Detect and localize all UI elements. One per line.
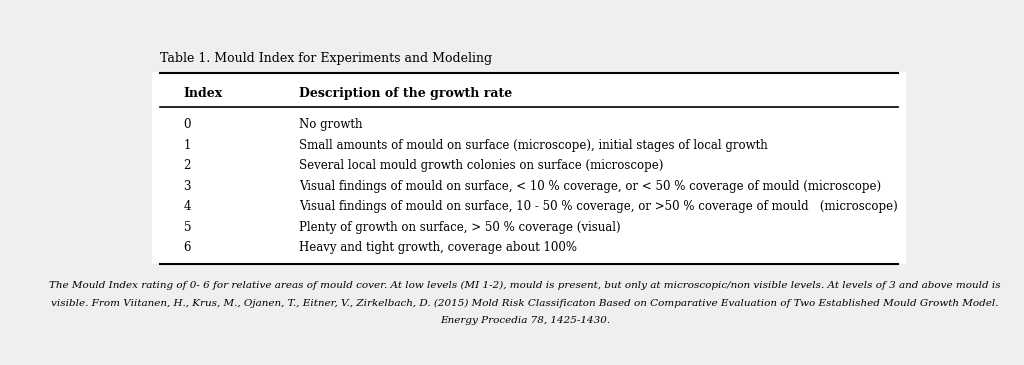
Text: Description of the growth rate: Description of the growth rate xyxy=(299,87,512,100)
Text: The Mould Index rating of 0- 6 for relative areas of mould cover. At low levels : The Mould Index rating of 0- 6 for relat… xyxy=(49,281,1000,291)
Text: Visual findings of mould on surface, < 10 % coverage, or < 50 % coverage of moul: Visual findings of mould on surface, < 1… xyxy=(299,180,881,193)
Text: 5: 5 xyxy=(183,221,191,234)
Text: Index: Index xyxy=(183,87,223,100)
Text: Small amounts of mould on surface (microscope), initial stages of local growth: Small amounts of mould on surface (micro… xyxy=(299,139,767,152)
Text: 6: 6 xyxy=(183,241,191,254)
Text: 2: 2 xyxy=(183,159,190,172)
Text: visible. From Viitanen, H., Krus, M., Ojanen, T., Eitner, V., Zirkelbach, D. (20: visible. From Viitanen, H., Krus, M., Oj… xyxy=(51,299,998,308)
Text: Table 1. Mould Index for Experiments and Modeling: Table 1. Mould Index for Experiments and… xyxy=(160,52,492,65)
Text: 0: 0 xyxy=(183,118,191,131)
Text: Heavy and tight growth, coverage about 100%: Heavy and tight growth, coverage about 1… xyxy=(299,241,577,254)
Text: 3: 3 xyxy=(183,180,191,193)
Text: Plenty of growth on surface, > 50 % coverage (visual): Plenty of growth on surface, > 50 % cove… xyxy=(299,221,621,234)
Text: No growth: No growth xyxy=(299,118,362,131)
Text: Several local mould growth colonies on surface (microscope): Several local mould growth colonies on s… xyxy=(299,159,663,172)
Text: 1: 1 xyxy=(183,139,190,152)
Text: Energy Procedia 78, 1425-1430.: Energy Procedia 78, 1425-1430. xyxy=(439,316,610,324)
Bar xyxy=(152,72,905,264)
Text: Visual findings of mould on surface, 10 - 50 % coverage, or >50 % coverage of mo: Visual findings of mould on surface, 10 … xyxy=(299,200,897,214)
Text: 4: 4 xyxy=(183,200,191,214)
